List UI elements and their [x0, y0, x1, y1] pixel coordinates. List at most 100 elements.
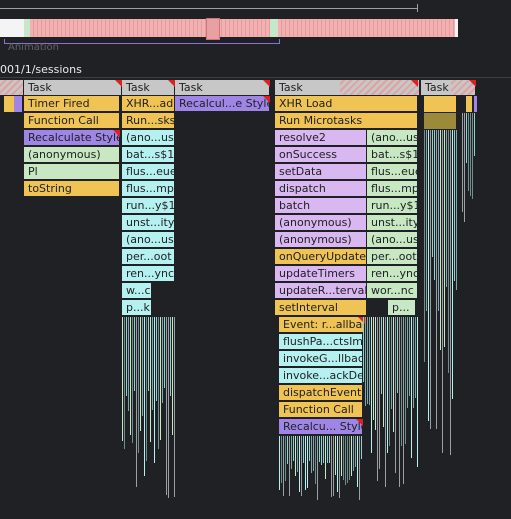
task-bar-left[interactable]	[0, 80, 24, 96]
flame-unstable-priority[interactable]: unst...ity	[367, 215, 418, 231]
call-fragment[interactable]	[14, 96, 22, 112]
flame-recalculate-style[interactable]: Recalcul...e Style	[175, 96, 270, 112]
flame-stack-stripe	[361, 436, 362, 459]
flame-xhr-load[interactable]: XHR Load	[275, 96, 418, 112]
flame-update-refetch-interval[interactable]: updateR...terval	[275, 283, 367, 299]
long-task-marker	[356, 419, 363, 426]
flame-flush-passive-effects[interactable]: flushPa...ctsImpl	[279, 334, 363, 350]
flame-stack-stripe	[432, 130, 433, 257]
flame-stack-stripe	[417, 317, 418, 467]
flame-perform-root[interactable]: per...oot	[122, 249, 175, 265]
flame-tostring[interactable]: toString	[24, 181, 120, 197]
flame-anonymous[interactable]: (ano...us)	[122, 130, 175, 146]
flame-resolve2[interactable]: resolve2	[275, 130, 367, 146]
flame-function-call[interactable]: Function Call	[279, 402, 363, 418]
flame-unstable-priority[interactable]: unst...ity	[122, 215, 175, 231]
flame-stack-stripe	[305, 436, 306, 490]
flame-stack-stripe	[279, 436, 280, 490]
flame-run-microtasks[interactable]: Run...sks	[122, 113, 175, 129]
flame-perform-work[interactable]: p...k	[122, 300, 152, 316]
call-fragment[interactable]	[4, 96, 14, 112]
flame-stack-stripe	[309, 436, 310, 461]
long-task-marker	[113, 130, 120, 137]
flame-stack-stripe	[444, 130, 445, 347]
flame-onqueryupdate[interactable]: onQueryUpdate	[275, 249, 367, 265]
flame-render-sync[interactable]: ren...ync	[367, 266, 418, 282]
flame-stack-stripe	[160, 317, 161, 440]
flame-onsuccess[interactable]: onSuccess	[275, 147, 367, 163]
flame-stack-stripe	[337, 436, 338, 492]
flame-anonymous[interactable]: (ano...us)	[122, 232, 175, 248]
flame-run-priority[interactable]: run...y$1	[122, 198, 175, 214]
flame-render-sync[interactable]: ren...ync	[122, 266, 175, 282]
flame-stack-stripe	[152, 317, 153, 410]
animation-range[interactable]	[4, 39, 280, 44]
flame-pl[interactable]: Pl	[24, 164, 120, 180]
flame-stack-stripe	[313, 436, 314, 471]
flame-stack-stripe	[343, 436, 344, 480]
flame-stack-stripe	[379, 317, 380, 469]
flame-event-raf-callback[interactable]: Event: r...allback	[279, 317, 365, 333]
call-fragment[interactable]	[474, 96, 477, 112]
flame-batch[interactable]: bat...s$1	[367, 147, 418, 163]
flame-timer-fired[interactable]: Timer Fired	[24, 96, 120, 112]
flame-setdata[interactable]: setData	[275, 164, 367, 180]
overview-cpu-activity	[30, 19, 455, 37]
task-bar[interactable]: Task	[421, 80, 476, 96]
flame-anonymous[interactable]: (anonymous)	[275, 232, 367, 248]
flame-stack-stripe	[428, 130, 429, 421]
flame-flush-impl[interactable]: flus...mpl	[122, 181, 175, 197]
flame-perform-work[interactable]: p...	[388, 300, 416, 316]
call-fragment[interactable]	[424, 113, 456, 129]
flame-updatetimers[interactable]: updateTimers	[275, 266, 367, 282]
flame-stack-stripe	[401, 317, 402, 446]
flame-stack-stripe	[168, 317, 169, 498]
task-bar[interactable]: Task	[24, 80, 122, 96]
flame-anonymous[interactable]: (ano...us)	[367, 232, 418, 248]
flame-dispatchevent[interactable]: dispatchEvent	[279, 385, 363, 401]
flame-batch[interactable]: bat...s$1	[122, 147, 175, 163]
call-fragment[interactable]	[466, 96, 472, 112]
flame-work-sync[interactable]: wor...nc	[367, 283, 418, 299]
flame-stack-stripe	[452, 130, 453, 399]
flame-run-priority[interactable]: run...y$1	[367, 198, 418, 214]
flame-stack-stripe	[403, 317, 404, 484]
flame-stack-stripe	[126, 317, 127, 396]
flame-stack-stripe	[387, 317, 388, 453]
flame-perform-root[interactable]: per...oot	[367, 249, 418, 265]
flame-recalculate-style[interactable]: Recalculate Style	[24, 130, 120, 146]
flame-work-sync[interactable]: w...c	[122, 283, 152, 299]
task-bar[interactable]: Task	[175, 80, 270, 96]
flame-stack-stripe	[140, 317, 141, 431]
flame-stack-stripe	[347, 436, 348, 483]
flame-flush-queue[interactable]: flus...eue	[122, 164, 175, 180]
flame-anonymous[interactable]: (anonymous)	[275, 215, 367, 231]
flame-stack-stripe	[297, 436, 298, 472]
flame-batch[interactable]: batch	[275, 198, 367, 214]
flame-invoke-callback-dev[interactable]: invoke...ackDev	[279, 368, 363, 384]
task-bar[interactable]: Task	[275, 80, 420, 96]
flame-flush-queue[interactable]: flus...eue	[367, 164, 418, 180]
flame-recalculate-style[interactable]: Recalcu... Style	[279, 419, 363, 435]
flame-stack-stripe	[415, 317, 416, 398]
track-separator	[0, 77, 511, 78]
flame-run-microtasks[interactable]: Run Microtasks	[275, 113, 418, 129]
task-bar[interactable]: Task	[122, 80, 175, 96]
flame-anonymous[interactable]: (ano...us)	[367, 130, 418, 146]
flame-stack-stripe	[351, 436, 352, 476]
flame-invoke-guarded-callback[interactable]: invokeG...llback	[279, 351, 363, 367]
task-label: Task	[425, 81, 449, 94]
flame-flush-impl[interactable]: flus...mpl	[367, 181, 418, 197]
flame-xhr-load[interactable]: XHR...ad	[122, 96, 175, 112]
flame-stack-stripe	[281, 436, 282, 483]
flame-setinterval[interactable]: setInterval	[275, 300, 367, 316]
overview-selection-handle[interactable]	[206, 18, 220, 40]
flame-function-call[interactable]: Function Call	[24, 113, 120, 129]
call-fragment[interactable]	[424, 96, 456, 112]
flame-stack-stripe	[464, 113, 465, 222]
timeline-overview[interactable]: Animation	[0, 0, 511, 53]
flame-stack-stripe	[174, 317, 175, 497]
flame-dispatch[interactable]: dispatch	[275, 181, 367, 197]
flame-stack-stripe	[409, 317, 410, 396]
flame-anonymous[interactable]: (anonymous)	[24, 147, 120, 163]
